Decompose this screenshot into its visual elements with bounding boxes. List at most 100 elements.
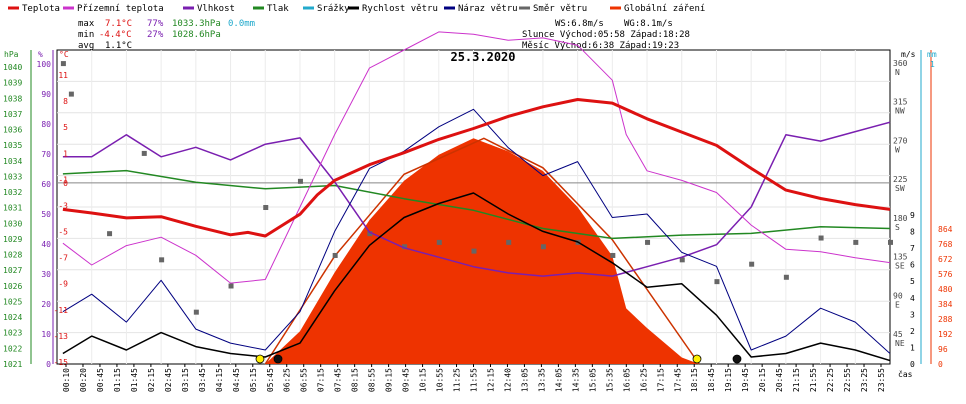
x-tick-label: 05:45: [266, 368, 275, 392]
hpa-tick-label: 1028: [3, 251, 22, 260]
ms-tick-label: 4: [910, 294, 915, 303]
hpa-tick-label: 1040: [3, 63, 22, 72]
x-tick-label: 10:15: [419, 368, 428, 392]
wdir-tick-deg: 45: [893, 330, 903, 339]
stat-wg: WG:8.1m/s: [624, 19, 673, 29]
axes: hPa% °C1040103910381037103610351034103310…: [3, 50, 953, 392]
wind-direction-point: [228, 283, 234, 289]
x-tick-label: 10:55: [436, 368, 445, 392]
pct-tick-label: 0: [46, 360, 51, 369]
x-tick-label: 12:15: [487, 368, 496, 392]
rad-tick-label: 864: [938, 225, 953, 234]
wdir-tick-deg: 180: [893, 214, 908, 223]
legend-label: Náraz větru: [458, 4, 518, 14]
wind-direction-point: [367, 231, 373, 237]
hpa-tick-label: 1039: [3, 79, 22, 88]
pct-tick-label: 50: [41, 210, 51, 219]
wdir-tick-dir: W: [895, 145, 900, 154]
ms-tick-label: 5: [910, 277, 915, 286]
wdir-tick-dir: SE: [895, 262, 905, 271]
wind-direction-point: [402, 244, 408, 250]
c-tick-label: 8: [63, 97, 68, 106]
stat-sun: Slunce Východ:05:58 Západ:18:28: [522, 30, 690, 40]
x-tick-label: 08:15: [351, 368, 360, 392]
legend-label: Teplota: [22, 4, 60, 14]
pct-tick-label: 100: [37, 60, 52, 69]
x-tick-label: 13:35: [537, 368, 546, 392]
legend-label: Směr větru: [533, 4, 587, 14]
pct-tick-label: 30: [41, 270, 51, 279]
x-tick-label: 15:35: [605, 368, 614, 392]
x-tick-label: 06:25: [283, 368, 292, 392]
x-tick-label: 06:55: [300, 368, 309, 392]
x-tick-label: 16:05: [622, 368, 631, 392]
ms-tick-label: 6: [910, 261, 915, 270]
x-tick-label: 09:15: [385, 368, 394, 392]
pct-tick-label: 20: [41, 300, 51, 309]
x-tick-label: 22:25: [826, 368, 835, 392]
stats-block: max 7.1°C 77% 1033.3hPa 0.0mm min -4.4°C…: [78, 19, 690, 51]
wdir-tick-deg: 360: [893, 59, 908, 68]
ms-tick-label: 9: [910, 211, 915, 220]
legend-label: Rychlost větru: [362, 4, 438, 14]
rad-tick-label: 0: [938, 360, 943, 369]
c-tick-label: -3: [58, 201, 68, 210]
wind-gust-line: [62, 108, 891, 354]
temperature-line: [62, 98, 891, 238]
rad-tick-label: 384: [938, 300, 953, 309]
wind-direction-point: [714, 279, 720, 285]
pct-tick-label: 10: [41, 330, 51, 339]
x-tick-label: 15:05: [588, 368, 597, 392]
hpa-tick-label: 1022: [3, 344, 22, 353]
wind-speed-line: [62, 192, 891, 362]
x-tick-label: 11:55: [470, 368, 479, 392]
hpa-tick-label: 1036: [3, 126, 22, 135]
ms-tick-label: 7: [910, 244, 915, 253]
c-tick-label: -7: [58, 254, 68, 263]
wind-direction-point: [60, 61, 66, 67]
x-tick-label: 23:55: [877, 368, 886, 392]
x-tick-label: 03:15: [181, 368, 190, 392]
c-tick-label: -5: [58, 228, 68, 237]
x-tick-label: 00:45: [96, 368, 105, 392]
x-tick-label: 14:05: [554, 368, 563, 392]
stat-min-temp: -4.4°C: [99, 30, 132, 40]
hpa-tick-label: 1033: [3, 172, 22, 181]
hpa-tick-label: 1037: [3, 110, 22, 119]
wdir-tick-dir: N: [895, 68, 900, 77]
x-tick-label: 02:15: [147, 368, 156, 392]
wind-direction-point: [436, 239, 442, 245]
x-tick-label: 22:55: [843, 368, 852, 392]
x-tick-label: 08:55: [368, 368, 377, 392]
stat-min-hum: 27%: [147, 30, 164, 40]
sunset-marker: [692, 354, 702, 364]
x-axis-title: čas: [898, 369, 913, 379]
c-tick-label: -9: [58, 280, 68, 289]
c-tick-label: 1: [63, 149, 68, 158]
wdir-tick-dir: NE: [895, 339, 905, 348]
legend-label: Vlhkost: [197, 4, 235, 14]
rad-tick-label: 192: [938, 330, 953, 339]
c-tick-label: -15: [54, 358, 69, 367]
wind-direction-point: [749, 261, 755, 267]
x-tick-label: 11:25: [453, 368, 462, 392]
x-tick-label: 13:05: [520, 368, 529, 392]
hpa-axis-title: hPa: [4, 50, 19, 59]
legend-label: Globální záření: [624, 4, 705, 14]
x-tick-label: 01:45: [130, 368, 139, 392]
wind-direction-point: [506, 239, 512, 245]
c-tick-label: -1: [58, 175, 68, 184]
wind-direction-point: [853, 239, 859, 245]
hpa-tick-label: 1038: [3, 94, 22, 103]
ms-tick-label: 0: [910, 360, 915, 369]
rad-tick-label: 480: [938, 285, 953, 294]
c-tick-label: 11: [58, 71, 68, 80]
radiation-area: [265, 138, 700, 364]
hpa-tick-label: 1032: [3, 188, 22, 197]
x-tick-label: 07:15: [317, 368, 326, 392]
wind-direction-point: [263, 205, 269, 210]
hpa-tick-label: 1024: [3, 313, 22, 322]
wind-direction-point: [141, 150, 147, 156]
sunrise-marker: [255, 354, 265, 364]
